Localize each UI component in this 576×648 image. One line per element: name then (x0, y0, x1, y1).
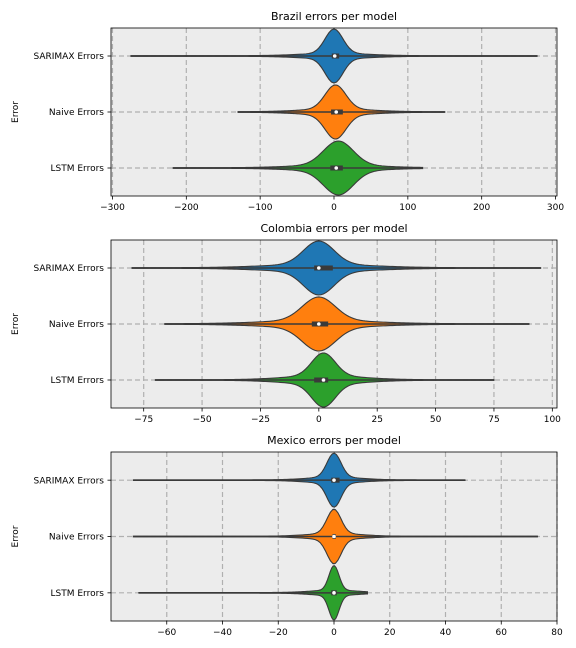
violin-median-dot (334, 166, 339, 170)
x-tick-label: 80 (551, 628, 563, 638)
x-tick-label: 25 (371, 415, 382, 425)
chart-title: Colombia errors per model (260, 222, 407, 235)
y-tick-label: Naive Errors (49, 533, 104, 543)
x-tick-label: 0 (316, 415, 322, 425)
x-tick-label: 60 (496, 628, 508, 638)
x-tick-label: 200 (473, 203, 490, 213)
x-tick-label: 0 (331, 628, 337, 638)
x-tick-label: −50 (193, 415, 212, 425)
x-tick-label: −20 (269, 628, 288, 638)
y-tick-label: Naive Errors (49, 320, 104, 330)
x-tick-label: −75 (134, 415, 153, 425)
chart-title: Brazil errors per model (271, 10, 397, 23)
violin-median-dot (332, 534, 336, 539)
y-tick-label: Naive Errors (49, 108, 104, 118)
violin-median-dot (321, 378, 326, 382)
x-tick-label: 300 (547, 203, 564, 213)
x-tick-label: −60 (157, 628, 176, 638)
y-tick-label: LSTM Errors (51, 589, 105, 599)
x-tick-label: −100 (248, 203, 273, 213)
violin-median-dot (332, 478, 336, 482)
x-tick-label: 20 (384, 628, 396, 638)
chart-title: Mexico errors per model (267, 434, 401, 447)
y-axis-label: Error (11, 525, 21, 547)
violin-median-dot (332, 591, 336, 595)
y-tick-label: SARIMAX Errors (33, 476, 104, 486)
x-tick-label: 75 (488, 415, 499, 425)
y-tick-label: LSTM Errors (51, 164, 105, 174)
y-tick-label: SARIMAX Errors (33, 52, 104, 62)
violin-median-dot (317, 266, 321, 270)
x-tick-label: 50 (430, 415, 442, 425)
violin-iqr-box (314, 377, 329, 383)
x-tick-label: −200 (174, 203, 199, 213)
chart-panel: −300 −200 −100 0 100 200 300 SARIMAX Errors Naiv… (11, 10, 564, 213)
x-tick-label: 40 (440, 628, 452, 638)
x-tick-label: 100 (544, 415, 561, 425)
x-tick-label: −300 (100, 203, 125, 213)
x-tick-label: −40 (213, 628, 232, 638)
y-tick-label: SARIMAX Errors (33, 264, 104, 274)
x-tick-label: 0 (331, 203, 337, 213)
violin-iqr-box (314, 265, 333, 271)
y-axis-label: Error (11, 313, 21, 335)
chart-panel: −75 −50 −25 0 25 50 75 100 SARIMAX Errors Naive E… (11, 222, 561, 425)
x-tick-label: −25 (251, 415, 270, 425)
chart-panel: −60 −40 −20 0 20 40 60 80 SARIMAX Errors Naive Er… (11, 434, 563, 638)
x-tick-label: 100 (399, 203, 416, 213)
y-tick-label: LSTM Errors (51, 376, 105, 386)
y-axis-label: Error (11, 101, 21, 123)
violin-median-dot (317, 322, 321, 326)
violin-median-dot (332, 54, 337, 58)
violin-median-dot (334, 110, 339, 114)
